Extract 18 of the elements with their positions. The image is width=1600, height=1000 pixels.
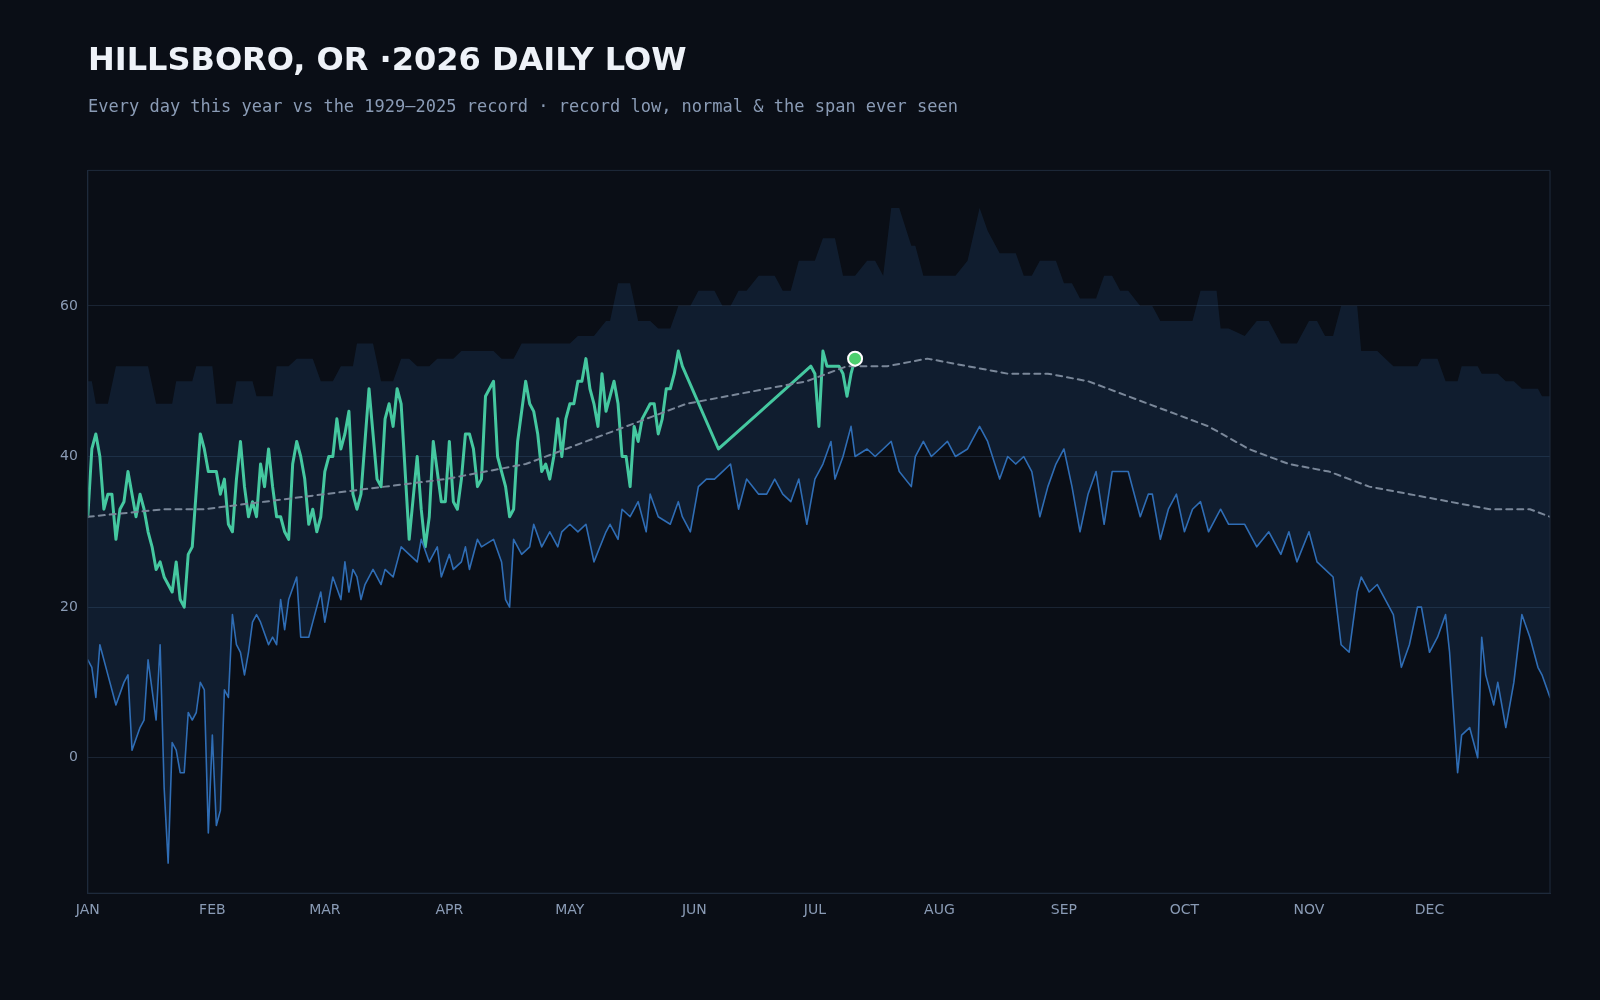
y-tick-label: 40 (59, 447, 78, 464)
x-tick-label: AUG (924, 901, 955, 918)
x-tick-label: NOV (1293, 901, 1325, 918)
x-tick-label: JUN (680, 901, 707, 918)
x-tick-label: OCT (1169, 901, 1200, 918)
x-tick-label: DEC (1414, 901, 1445, 918)
x-tick-label: SEP (1050, 901, 1078, 918)
chart-title: HILLSBORO, OR ·2026 DAILY LOW (88, 40, 687, 78)
chart-subtitle: Every day this year vs the 1929–2025 record · record low, normal & the span ever seen (88, 96, 958, 116)
x-tick-label: MAR (309, 901, 341, 918)
x-tick-label: APR (435, 901, 464, 918)
x-tick-label: FEB (199, 901, 226, 918)
y-tick-label: 20 (59, 597, 78, 614)
y-tick-label: 60 (59, 296, 78, 313)
y-tick-label: 0 (68, 748, 78, 765)
x-tick-label: JAN (74, 901, 100, 918)
x-tick-label: MAY (555, 901, 585, 918)
x-tick-label: JUL (802, 901, 827, 918)
